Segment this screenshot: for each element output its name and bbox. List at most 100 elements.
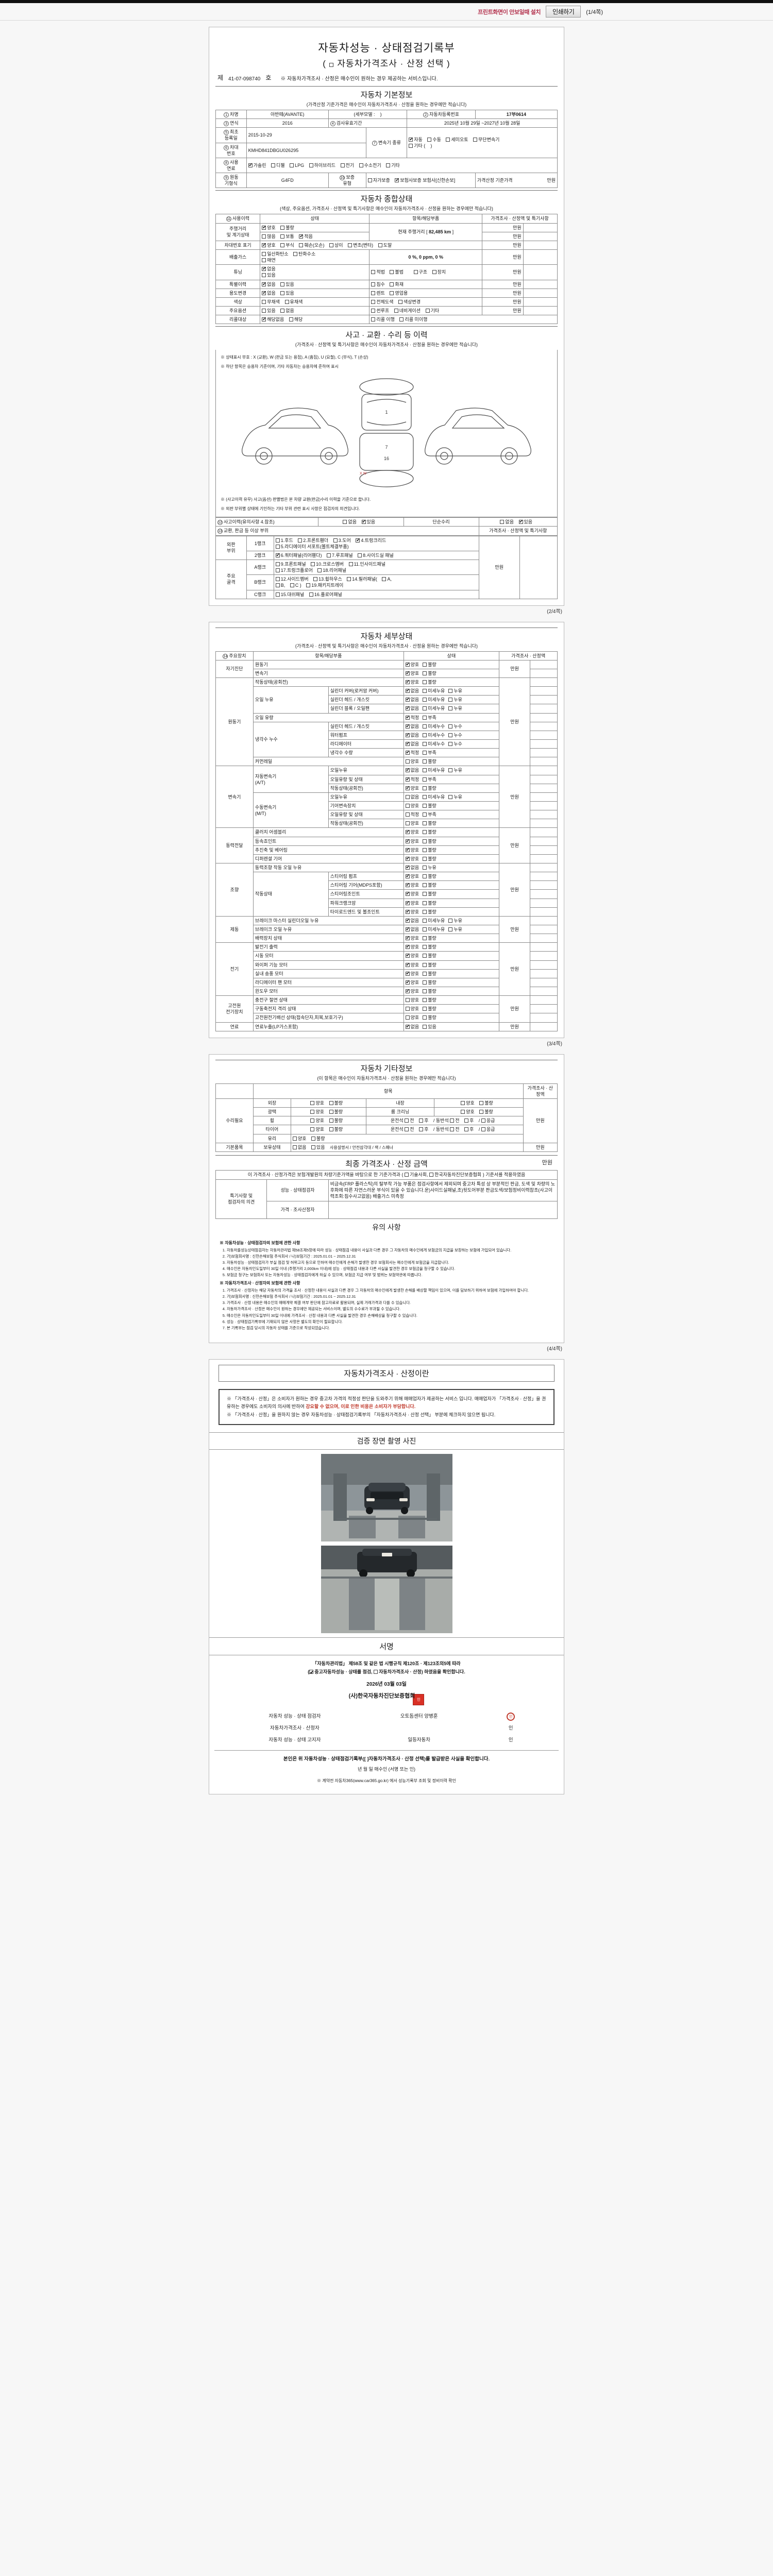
state-option[interactable]: 양호 xyxy=(405,935,419,941)
state-option[interactable]: 불량 xyxy=(423,891,436,897)
state-option[interactable]: 없음 xyxy=(405,705,419,711)
tire-driver-rear[interactable]: 후 xyxy=(419,1126,428,1132)
basic-none[interactable]: 없음 xyxy=(292,1144,306,1150)
state-option[interactable]: 불량 xyxy=(423,944,436,950)
tuning-illegal[interactable]: 불법 xyxy=(390,269,404,275)
state-option[interactable]: 불량 xyxy=(423,758,436,765)
frame-front-panel[interactable]: 9.프론트패널 xyxy=(275,561,306,567)
state-option[interactable]: 양호 xyxy=(405,988,419,994)
basic-yes[interactable]: 있음 xyxy=(311,1144,325,1150)
state-option[interactable]: 불량 xyxy=(423,935,436,941)
state-option[interactable]: 불량 xyxy=(423,838,436,844)
state-option[interactable]: 미세누수 xyxy=(423,732,445,738)
frame-trunk-floor[interactable]: 17.트렁크플로어 xyxy=(275,567,313,573)
panel-quarter[interactable]: 6.쿼터패널(리어휀다) xyxy=(275,552,322,558)
emission-smoke[interactable]: 매연 xyxy=(262,257,276,263)
emission-hc[interactable]: 탄화수소 xyxy=(293,251,315,257)
state-option[interactable]: 부족 xyxy=(423,811,436,818)
state-option[interactable]: 미세누유 xyxy=(423,697,445,703)
vin-altered[interactable]: 변조(변타) xyxy=(348,242,373,248)
tuning-yes[interactable]: 있음 xyxy=(262,272,276,278)
fuel-opt-gasoline[interactable]: 가솔린 xyxy=(248,162,266,168)
state-option[interactable]: 없음 xyxy=(405,740,419,747)
state-option[interactable]: 없음 xyxy=(405,794,419,800)
option-yes[interactable]: 있음 xyxy=(262,308,276,314)
state-option[interactable]: 불량 xyxy=(423,679,436,685)
state-option[interactable]: 양호 xyxy=(405,846,419,853)
polish-good[interactable]: 양호 xyxy=(310,1109,324,1115)
warranty-opt-insurer[interactable]: 보험사보증 보험사[신한손보] xyxy=(395,177,455,183)
recall-done[interactable]: 리콜 이행 xyxy=(371,316,395,323)
install-notice[interactable]: 프린트화면이 안보일때 설치 xyxy=(478,9,541,15)
state-option[interactable]: 양호 xyxy=(405,979,419,986)
tire-bad[interactable]: 불량 xyxy=(329,1126,343,1132)
state-option[interactable]: 없음 xyxy=(405,767,419,773)
state-option[interactable]: 양호 xyxy=(405,828,419,835)
state-option[interactable]: 불량 xyxy=(423,1006,436,1012)
tire-pass-rear[interactable]: 후 xyxy=(464,1126,474,1132)
accident-none[interactable]: 없음 xyxy=(343,519,357,525)
state-option[interactable]: 누수 xyxy=(448,741,462,747)
special-yes[interactable]: 있음 xyxy=(280,281,294,287)
print-button[interactable]: 인쇄하기 xyxy=(546,6,581,18)
state-option[interactable]: 양호 xyxy=(405,785,419,791)
state-option[interactable]: 양호 xyxy=(405,943,419,950)
frame-crossmember[interactable]: 10.크로스멤버 xyxy=(311,561,344,567)
wheel-driver-rear[interactable]: 후 xyxy=(419,1117,428,1124)
state-option[interactable]: 양호 xyxy=(405,679,419,685)
tire-good[interactable]: 양호 xyxy=(310,1126,324,1132)
state-option[interactable]: 불량 xyxy=(423,670,436,676)
state-option[interactable]: 부족 xyxy=(423,750,436,756)
color-chromatic[interactable]: 유채색 xyxy=(284,299,303,305)
vin-erased[interactable]: 도말 xyxy=(378,242,392,248)
frame-side-member[interactable]: 12.사이드멤버 xyxy=(275,576,309,582)
state-option[interactable]: 없음 xyxy=(405,723,419,730)
wheel-bad[interactable]: 불량 xyxy=(329,1117,343,1124)
price-survey-checkbox[interactable] xyxy=(329,63,333,67)
mileage-few[interactable]: 적음 xyxy=(299,233,313,240)
state-option[interactable]: 누유 xyxy=(448,688,462,694)
state-option[interactable]: 양호 xyxy=(405,890,419,897)
glass-good[interactable]: 양호 xyxy=(292,1136,306,1142)
exterior-bad[interactable]: 불량 xyxy=(329,1100,343,1106)
color-achromatic[interactable]: 무채색 xyxy=(262,299,280,305)
basis-opt-engineer-checkbox[interactable] xyxy=(404,1173,409,1177)
state-option[interactable]: 적정 xyxy=(405,811,419,818)
law-opt2-checkbox[interactable] xyxy=(374,1670,378,1674)
state-option[interactable]: 양호 xyxy=(405,952,419,959)
state-option[interactable]: 양호 xyxy=(405,1006,419,1012)
vin-damage[interactable]: 훼손(오손) xyxy=(299,242,324,248)
wheel-driver-front[interactable]: 전 xyxy=(405,1117,414,1124)
state-option[interactable]: 누수 xyxy=(448,723,462,730)
state-option[interactable]: 없음 xyxy=(405,926,419,933)
tuning-none[interactable]: 없음 xyxy=(262,265,276,272)
wheel-good[interactable]: 양호 xyxy=(310,1117,324,1124)
state-option[interactable]: 미세누유 xyxy=(423,794,445,800)
wheel-pass-rear[interactable]: 후 xyxy=(464,1117,474,1124)
usage-rent[interactable]: 렌트 xyxy=(371,290,385,296)
state-option[interactable]: 불량 xyxy=(423,847,436,853)
special-flood[interactable]: 침수 xyxy=(371,281,385,287)
state-option[interactable]: 미세누유 xyxy=(423,926,445,933)
state-option[interactable]: 부족 xyxy=(423,776,436,783)
state-option[interactable]: 누유 xyxy=(448,794,462,800)
panel-roof[interactable]: 7.루프패널 xyxy=(326,552,353,558)
frame-dash-panel[interactable]: 15.대쉬패널 xyxy=(275,591,304,598)
state-option[interactable]: 누유 xyxy=(448,697,462,703)
state-option[interactable]: 양호 xyxy=(405,670,419,676)
fuel-opt-diesel[interactable]: 디젤 xyxy=(271,162,285,168)
usage-commercial[interactable]: 영업용 xyxy=(390,290,408,296)
state-option[interactable]: 불량 xyxy=(423,962,436,968)
state-option[interactable]: 양호 xyxy=(405,970,419,977)
state-option[interactable]: 양호 xyxy=(405,961,419,968)
state-option[interactable]: 양호 xyxy=(405,820,419,826)
basis-opt-association-checkbox[interactable] xyxy=(429,1173,434,1177)
state-option[interactable]: 불량 xyxy=(423,829,436,835)
state-option[interactable]: 양호 xyxy=(405,758,419,765)
pillar-a[interactable]: A, xyxy=(382,576,392,582)
state-option[interactable]: 미세누유 xyxy=(423,918,445,924)
state-option[interactable]: 불량 xyxy=(423,856,436,862)
frame-package-tray[interactable]: 19.패키지트레이 xyxy=(306,582,343,588)
tuning-legal[interactable]: 적법 xyxy=(371,269,385,275)
state-option[interactable]: 불량 xyxy=(423,662,436,668)
